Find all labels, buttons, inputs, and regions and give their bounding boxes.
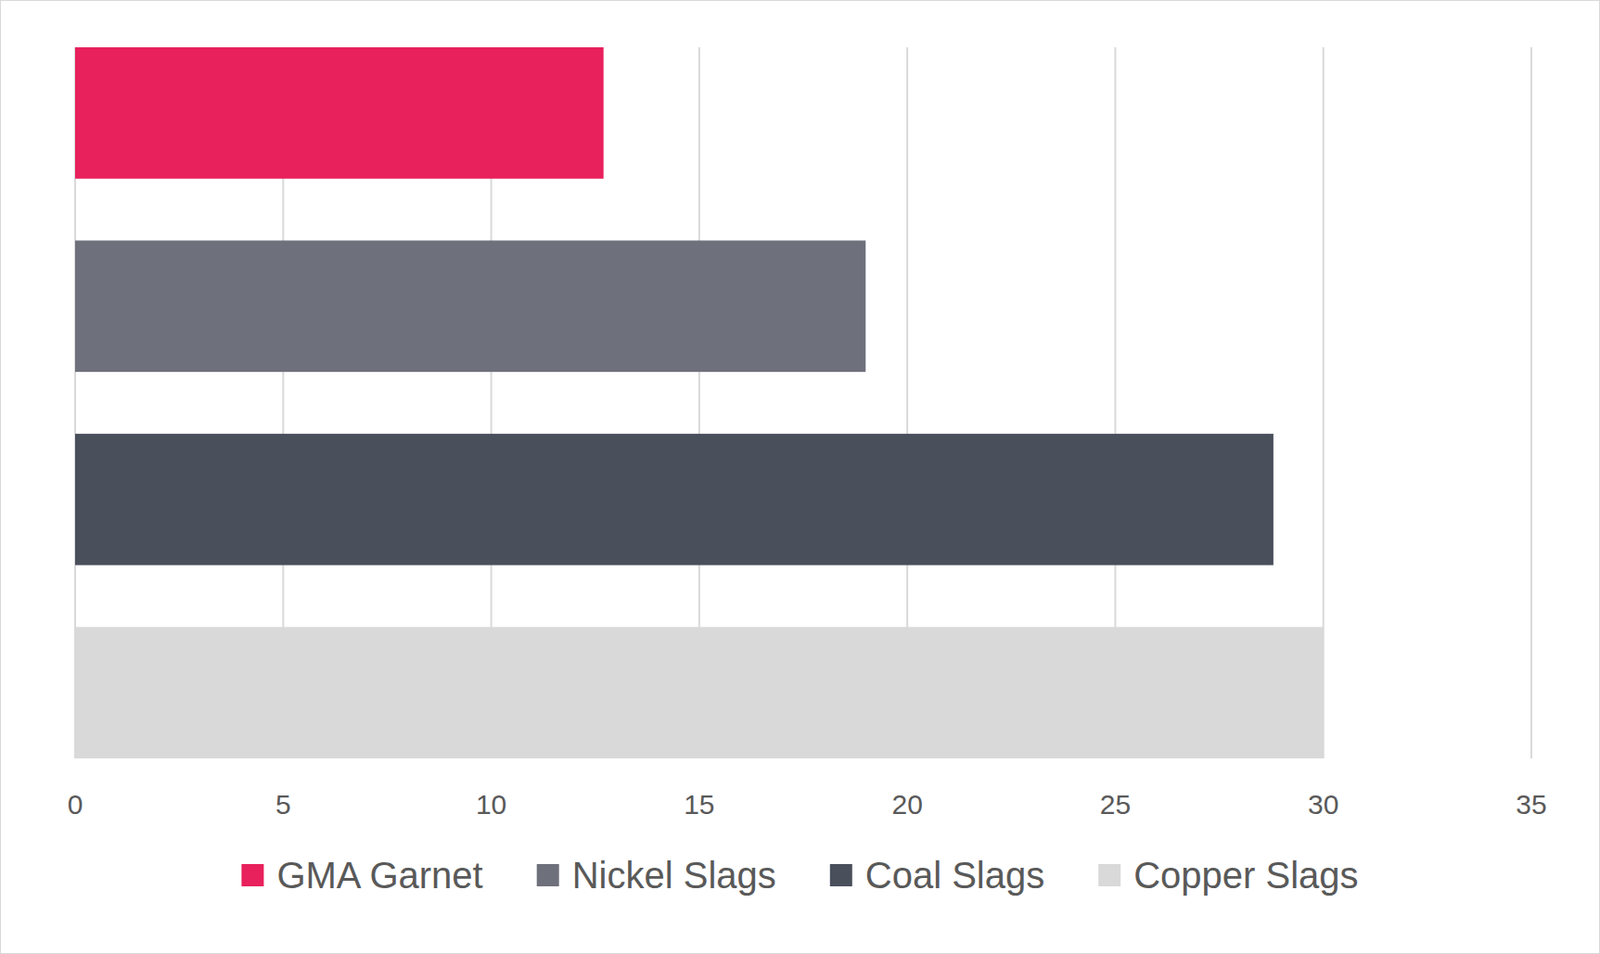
legend-label: Copper Slags [1133, 855, 1358, 896]
legend-swatch [830, 864, 853, 887]
bar [75, 434, 1274, 566]
tick-label: 0 [67, 789, 84, 820]
legend-label: Coal Slags [865, 855, 1045, 896]
grid-line [1530, 47, 1533, 759]
legend-swatch [1098, 864, 1121, 887]
legend-label: Nickel Slags [572, 855, 777, 896]
tick-label: 10 [475, 789, 507, 820]
chart: 0 5 10 15 20 25 30 35 GMA Garnet Nickel Slags Coal… [0, 0, 1600, 954]
tick-label: 20 [891, 789, 922, 820]
legend: GMA Garnet Nickel Slags Coal Slags Copper S… [241, 855, 1358, 896]
bar [75, 627, 1324, 759]
tick-label: 30 [1307, 789, 1339, 820]
tick-label: 15 [683, 789, 715, 820]
bar [75, 240, 866, 372]
frame [0, 0, 1600, 954]
legend-label: GMA Garnet [276, 855, 483, 896]
legend-swatch [241, 864, 264, 887]
tick-label: 35 [1515, 789, 1547, 820]
bar [75, 47, 604, 180]
tick-label: 5 [275, 789, 292, 820]
bars [75, 47, 1324, 759]
legend-swatch [537, 864, 560, 887]
tick-label: 25 [1100, 789, 1131, 820]
